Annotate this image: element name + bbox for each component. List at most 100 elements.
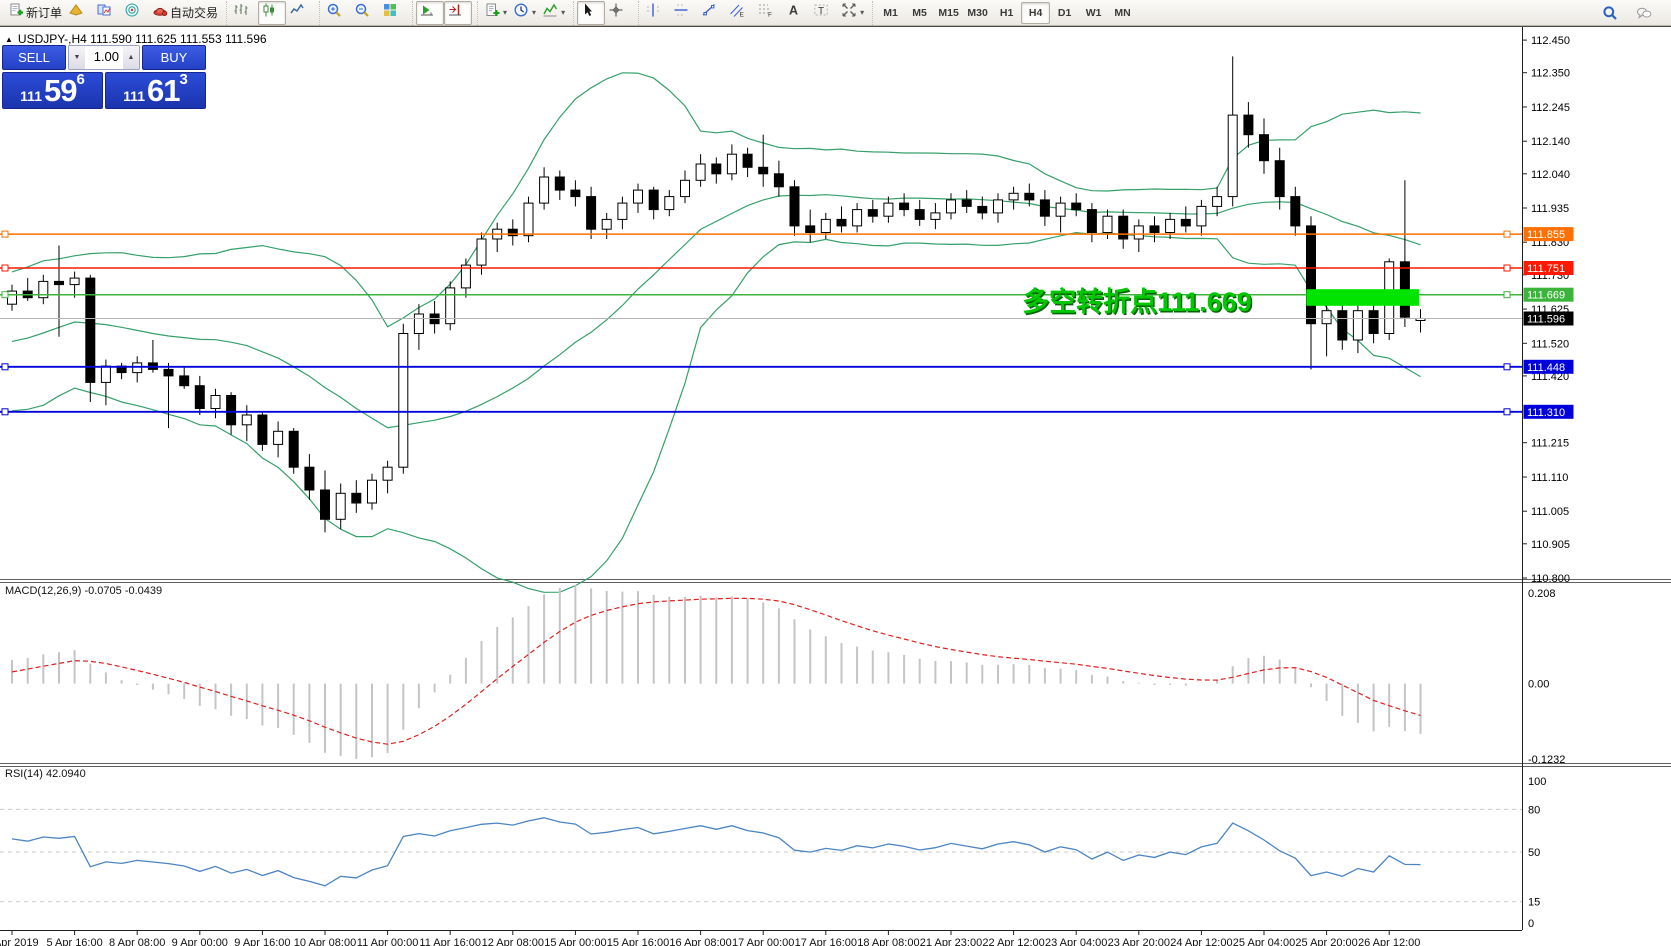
macd-axis-zero: 0.00 <box>1528 679 1549 691</box>
sell-price-display[interactable]: 111 59 6 <box>2 72 103 109</box>
profiles-button[interactable] <box>65 1 93 25</box>
time-axis-label: 24 Apr 12:00 <box>1170 937 1232 946</box>
price-axis-label: 110.905 <box>1531 539 1570 551</box>
timeframe-w1-button[interactable]: W1 <box>1085 6 1102 19</box>
candle-chart-mode-icon <box>261 2 277 23</box>
svg-text:多空转折点111.669: 多空转折点111.669 <box>1022 286 1252 317</box>
dropdown-caret-icon[interactable]: ▾ <box>503 8 508 17</box>
dropdown-caret-icon[interactable]: ▾ <box>860 8 865 17</box>
volume-increase-button[interactable]: ▲ <box>123 46 139 69</box>
auto-scroll-button[interactable] <box>416 0 445 25</box>
timeframe-m15-button[interactable]: M15 <box>938 6 959 19</box>
templates-button[interactable]: ▾ <box>481 1 510 25</box>
crosshair-tool-button[interactable] <box>605 1 633 25</box>
sell-button[interactable]: SELL <box>2 45 66 70</box>
bar-chart-mode-button[interactable] <box>230 1 258 25</box>
cursor-tool-icon <box>580 2 596 23</box>
buy-price-pip: 3 <box>179 71 188 88</box>
zoom-out-icon <box>354 2 370 23</box>
timeframe-h4-button[interactable]: H4 <box>1021 1 1051 24</box>
chart-window[interactable]: 多空转折点111.669 多空转折点111.669 112.450 112.350 11… <box>0 26 1671 946</box>
fibonacci-tool-button[interactable]: F <box>754 1 782 25</box>
time-axis-label: 15 Apr 16:00 <box>607 937 669 946</box>
dropdown-caret-icon[interactable]: ▾ <box>532 8 537 17</box>
fibonacci-tool-icon: F <box>757 2 773 23</box>
timeframe-h1-button[interactable]: H1 <box>999 6 1014 19</box>
search-icon[interactable] <box>1599 1 1627 25</box>
indicators-button[interactable]: ▾ <box>539 1 568 25</box>
zoom-in-button[interactable] <box>323 1 351 25</box>
candle-chart-mode-button[interactable] <box>258 0 287 25</box>
timeframe-mn-button[interactable]: MN <box>1114 6 1131 19</box>
buy-price-display[interactable]: 111 61 3 <box>105 72 206 109</box>
price-level-lines[interactable] <box>0 230 1522 416</box>
pivot-line-green-badge[interactable] <box>1523 287 1574 302</box>
arrows-tool-button[interactable]: ▾ <box>838 1 867 25</box>
tile-windows-button[interactable] <box>379 1 407 25</box>
cursor-tool-button[interactable] <box>577 0 606 25</box>
rsi-line <box>11 817 1421 887</box>
time-axis-label: 5 Apr 2019 <box>0 937 39 946</box>
support-line-blue-2-handle[interactable] <box>1 408 9 416</box>
support-line-blue-2-handle[interactable] <box>1503 408 1511 416</box>
support-line-blue-1-badge[interactable] <box>1523 359 1574 374</box>
horizontal-line-tool-icon <box>673 2 689 23</box>
pivot-line-green-handle[interactable] <box>1503 291 1511 299</box>
timeframe-m30-button[interactable]: M30 <box>967 6 988 19</box>
support-line-blue-1-handle[interactable] <box>1503 363 1511 371</box>
resistance-line-red-badge-value: 111.751 <box>1527 263 1565 275</box>
rsi-panel: 100 80 50 15 0 <box>0 776 1546 930</box>
resistance-line-red-badge[interactable] <box>1523 261 1574 275</box>
data-window-button[interactable] <box>121 1 149 25</box>
timeframe-m1-button[interactable]: M1 <box>883 6 898 19</box>
trendline-tool-button[interactable] <box>698 1 726 25</box>
volume-decrease-button[interactable]: ▼ <box>69 46 85 69</box>
current-price-line-badge[interactable] <box>1523 311 1574 326</box>
text-tool-button[interactable]: A <box>782 1 810 25</box>
auto-trading-button[interactable]: 自动交易 <box>149 1 221 25</box>
vertical-line-tool-icon <box>645 2 661 23</box>
channel-tool-button[interactable]: E <box>726 1 754 25</box>
collapse-panel-icon[interactable]: ▲ <box>5 34 13 44</box>
horizontal-line-tool-button[interactable] <box>670 1 698 25</box>
pivot-line-green-badge-value: 111.669 <box>1527 290 1565 302</box>
time-axis-label: 10 Apr 08:00 <box>294 937 356 946</box>
price-axis[interactable]: 112.450 112.350 112.245 112.140 112.040 111.9… <box>1522 35 1574 585</box>
periods-button[interactable]: ▾ <box>510 1 539 25</box>
panel-separators[interactable] <box>0 579 1671 767</box>
time-axis[interactable]: 5 Apr 2019 5 Apr 16:00 8 Apr 08:00 9 Apr 00… <box>0 930 1420 946</box>
support-line-blue-2-badge[interactable] <box>1523 404 1574 419</box>
vertical-line-tool-button[interactable] <box>642 1 670 25</box>
timeframe-m5-button[interactable]: M5 <box>912 6 927 19</box>
pivot-zone-highlight[interactable] <box>1306 289 1419 306</box>
resistance-line-orange-handle[interactable] <box>1503 230 1511 238</box>
buy-button[interactable]: BUY <box>142 45 206 70</box>
market-watch-button[interactable] <box>93 1 121 25</box>
resistance-line-orange-badge[interactable] <box>1523 227 1574 242</box>
dropdown-caret-icon[interactable]: ▾ <box>561 8 566 17</box>
label-tool-button[interactable]: T <box>810 1 838 25</box>
buy-price-big: 61 <box>147 73 180 108</box>
price-axis-label: 111.110 <box>1531 472 1568 484</box>
rsi-axis-label: 15 <box>1528 897 1540 909</box>
volume-input[interactable]: 1.00 <box>93 49 119 64</box>
line-chart-mode-button[interactable] <box>286 1 314 25</box>
resistance-line-orange-handle[interactable] <box>1 230 9 238</box>
time-axis-label: 8 Apr 08:00 <box>109 937 165 946</box>
chat-icon[interactable] <box>1633 1 1661 25</box>
zoom-out-button[interactable] <box>351 1 379 25</box>
indicators-icon <box>542 2 558 23</box>
macd-axis-min: -0.1232 <box>1528 754 1565 766</box>
timeframe-d1-button[interactable]: D1 <box>1057 6 1072 19</box>
price-axis-label: 112.040 <box>1531 169 1570 181</box>
support-line-blue-1-handle[interactable] <box>1 363 9 371</box>
sell-price-prefix: 111 <box>20 88 42 104</box>
resistance-line-red-handle[interactable] <box>1 264 9 272</box>
toolbar-group <box>412 0 475 25</box>
resistance-line-red-handle[interactable] <box>1503 264 1511 272</box>
chart-shift-button[interactable] <box>444 0 473 25</box>
pivot-line-green-handle[interactable] <box>1 291 9 299</box>
new-order-button[interactable]: 新订单 <box>5 1 65 25</box>
